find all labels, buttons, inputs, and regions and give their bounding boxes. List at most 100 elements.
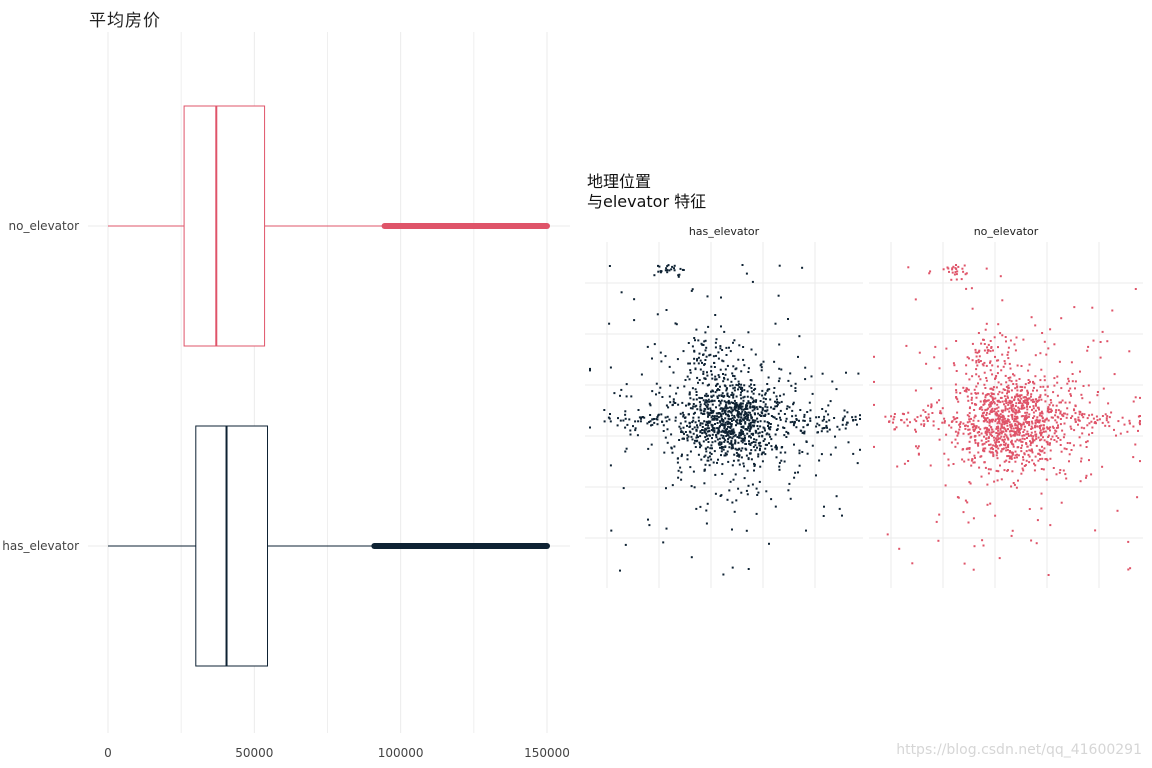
scatter-point (1007, 455, 1010, 457)
scatter-point (701, 422, 704, 425)
scatter-point (1028, 413, 1031, 416)
scatter-point (1042, 424, 1045, 427)
scatter-point (775, 448, 778, 451)
scatter-point (758, 449, 761, 452)
scatter-point (764, 403, 767, 406)
scatter-point (1006, 455, 1009, 458)
scatter-point (996, 365, 999, 368)
scatter-point (744, 417, 747, 420)
scatter-point (718, 389, 721, 391)
scatter-point (1052, 427, 1055, 429)
scatter-point (745, 404, 748, 407)
scatter-point (750, 387, 753, 389)
scatter-point (1034, 455, 1037, 458)
scatter-point (711, 437, 713, 440)
scatter-point (767, 376, 770, 379)
scatter-point (981, 408, 984, 411)
scatter-point (783, 434, 786, 437)
scatter-point (726, 434, 729, 437)
scatter-point (758, 480, 761, 483)
scatter-point (1004, 428, 1007, 431)
scatter-point (756, 446, 758, 449)
scatter-point (972, 517, 975, 520)
scatter-point (856, 462, 859, 465)
scatter-point (1051, 425, 1054, 428)
scatter-point (647, 447, 650, 450)
scatter-point (775, 395, 778, 398)
scatter-point (656, 313, 659, 316)
scatter-point (692, 470, 695, 473)
scatter-point (682, 415, 685, 418)
scatter-point (759, 441, 762, 444)
scatter-point (1088, 459, 1090, 462)
scatter-point (1106, 415, 1109, 418)
scatter-point (1018, 402, 1020, 404)
scatter-point (980, 432, 983, 435)
scatter-point (682, 350, 685, 353)
scatter-point (991, 428, 994, 431)
scatter-point (1060, 317, 1063, 320)
scatter-point (622, 487, 625, 490)
scatter-point (1028, 421, 1031, 423)
scatter-point (1008, 410, 1011, 413)
scatter-point (698, 396, 701, 399)
scatter-point (715, 354, 717, 357)
scatter-point (994, 397, 997, 400)
scatter-point (1077, 423, 1079, 426)
scatter-point (1018, 410, 1021, 413)
scatter-point (753, 421, 756, 424)
scatter-point (1092, 417, 1095, 420)
scatter-point (677, 476, 680, 479)
scatter-point (609, 464, 612, 467)
scatter-point (1039, 394, 1042, 397)
scatter-point (980, 406, 983, 409)
scatter-point (1010, 439, 1013, 442)
scatter-point (720, 434, 723, 437)
scatter-point (673, 445, 676, 448)
scatter-point (959, 392, 962, 395)
scatter-point (1024, 418, 1027, 421)
scatter-point (975, 368, 978, 371)
scatter-point (978, 431, 980, 433)
scatter-point (1016, 453, 1018, 456)
scatter-point (713, 399, 716, 402)
scatter-point (716, 461, 718, 464)
scatter-point (1020, 389, 1023, 392)
scatter-point (1037, 459, 1040, 462)
scatter-point (983, 361, 986, 364)
scatter-point (989, 360, 992, 363)
scatter-point (724, 417, 727, 420)
scatter-point (916, 447, 919, 450)
scatter-point (714, 378, 717, 381)
scatter-point (714, 346, 717, 349)
scatter-point (704, 431, 707, 434)
scatter-point (722, 448, 725, 451)
scatter-point (653, 274, 656, 277)
scatter-point (905, 418, 908, 421)
scatter-point (1003, 422, 1006, 425)
scatter-point (1046, 459, 1049, 462)
scatter-point (1010, 380, 1013, 383)
scatter-point (683, 385, 686, 388)
scatter-point (747, 484, 750, 487)
scatter-point (984, 408, 987, 411)
scatter-point (945, 347, 948, 350)
scatter-point (1006, 408, 1009, 411)
scatter-point (728, 426, 731, 429)
scatter-point (973, 388, 976, 391)
scatter-point (766, 389, 769, 392)
scatter-point (660, 413, 663, 416)
scatter-point (781, 446, 784, 448)
scatter-point (1020, 397, 1023, 400)
scatter-point (1015, 383, 1018, 386)
scatter-point (721, 436, 724, 439)
scatter-point (724, 409, 727, 412)
scatter-point (1030, 425, 1033, 428)
scatter-point (1017, 421, 1020, 424)
scatter-point (983, 442, 986, 445)
scatter-point (723, 437, 726, 440)
scatter-point (968, 451, 971, 454)
scatter-point (709, 420, 712, 423)
scatter-point (1008, 457, 1011, 460)
scatter-point (689, 466, 692, 469)
